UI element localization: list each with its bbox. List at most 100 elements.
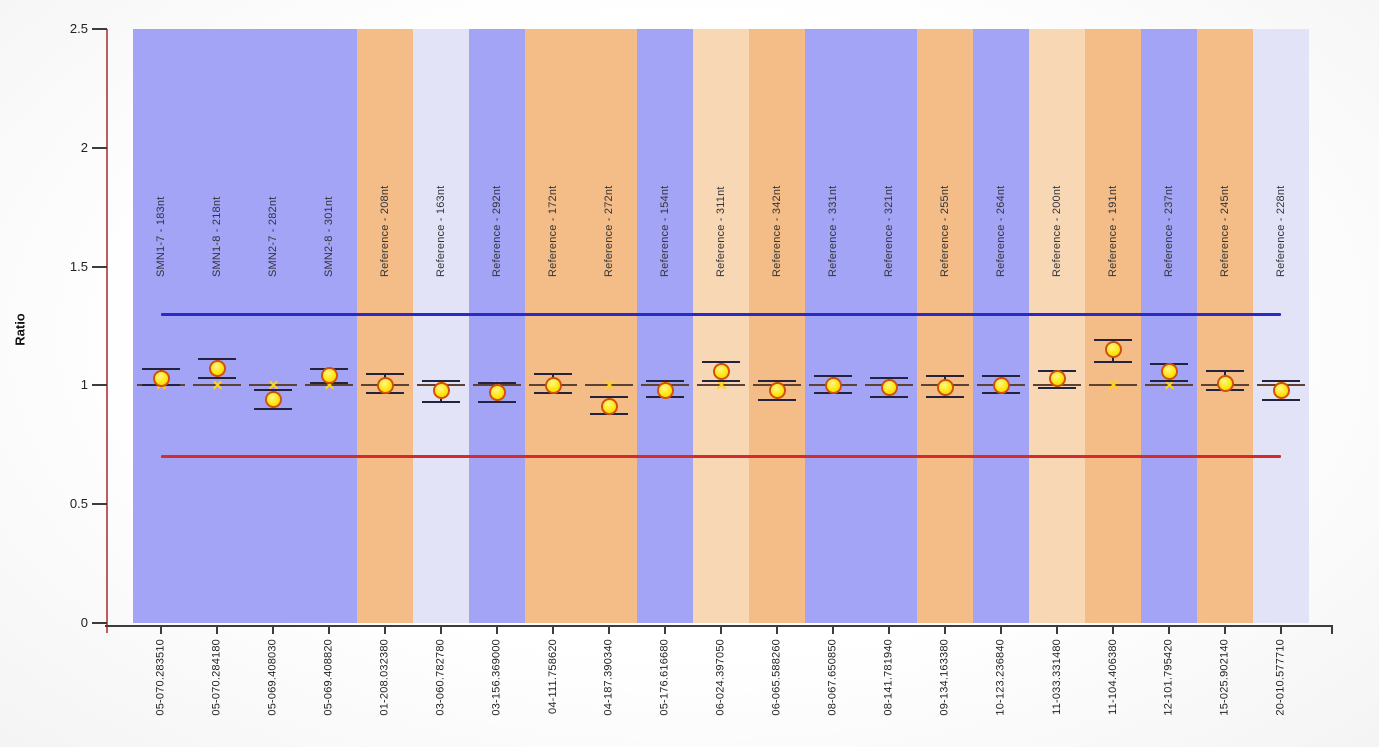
ratio-point[interactable] [1216, 374, 1234, 392]
x-axis-sample-label: 05-070.284180 [210, 639, 223, 716]
x-axis-tick [496, 625, 498, 634]
probe-band [245, 29, 301, 623]
x-axis-tick [1000, 625, 1002, 634]
probe-band [525, 29, 581, 623]
x-axis-sample-label: 05-176.616680 [658, 639, 671, 716]
x-marker-icon [717, 381, 726, 390]
x-axis-sample-label: 01-208.032380 [378, 639, 391, 716]
probe-band [581, 29, 637, 623]
error-bar-bottom-cap [1150, 379, 1188, 382]
x-axis-tick [1224, 625, 1226, 634]
ratio-point[interactable] [1160, 362, 1178, 380]
probe-band-label: Reference - 191nt [1106, 185, 1119, 277]
x-marker-icon [1165, 381, 1174, 390]
error-bar-top-cap [590, 396, 628, 399]
error-bar-top-cap [198, 358, 236, 361]
probe-band-label: Reference - 311nt [714, 186, 727, 277]
ratio-point[interactable] [1272, 381, 1290, 399]
x-axis-end-tick [1331, 625, 1333, 634]
x-axis-tick [944, 625, 946, 634]
error-bar-bottom-cap [702, 379, 740, 382]
error-bar-top-cap [758, 379, 796, 382]
probe-band-label: Reference - 237nt [1162, 185, 1175, 277]
probe-band-label: Reference - 342nt [770, 185, 783, 277]
ratio-point[interactable] [376, 376, 394, 394]
ratio-point[interactable] [992, 376, 1010, 394]
probe-band-label: Reference - 255nt [938, 185, 951, 277]
probe-band [301, 29, 357, 623]
error-bar-bottom-cap [198, 377, 236, 380]
probe-band [637, 29, 693, 623]
x-axis-tick [608, 625, 610, 634]
error-bar-bottom-cap [758, 398, 796, 401]
x-axis-tick [384, 625, 386, 634]
error-bar-top-cap [982, 374, 1020, 377]
probe-band-label: Reference - 163nt [434, 185, 447, 277]
x-axis-tick [160, 625, 162, 634]
error-bar-bottom-cap [422, 401, 460, 404]
y-axis-tick-label: 0.5 [69, 496, 88, 512]
ratio-point[interactable] [544, 376, 562, 394]
error-bar-top-cap [422, 379, 460, 382]
x-axis-tick [776, 625, 778, 634]
x-axis-tick [1168, 625, 1170, 634]
ratio-point[interactable] [936, 379, 954, 397]
ratio-point[interactable] [768, 381, 786, 399]
x-axis-sample-label: 11-104.406380 [1106, 639, 1119, 715]
x-axis-sample-label: 05-070.283510 [154, 639, 167, 716]
x-axis-sample-label: 04-111.758620 [546, 639, 559, 714]
x-axis-sample-label: 05-069.408030 [266, 639, 279, 716]
error-bar-top-cap [1262, 379, 1300, 382]
probe-band [749, 29, 805, 623]
ratio-point[interactable] [320, 367, 338, 385]
probe-band [133, 29, 189, 623]
ratio-point[interactable] [264, 391, 282, 409]
ratio-point[interactable] [1104, 341, 1122, 359]
ratio-point[interactable] [880, 379, 898, 397]
ratio-point[interactable] [656, 381, 674, 399]
error-bar-bottom-cap [254, 408, 292, 411]
x-axis-line [105, 625, 1333, 627]
ratio-point[interactable] [152, 369, 170, 387]
x-axis-tick [1056, 625, 1058, 634]
x-axis-sample-label: 06-024.397050 [714, 639, 727, 716]
error-bar-bottom-cap [478, 401, 516, 404]
ratio-point[interactable] [432, 381, 450, 399]
ratio-point[interactable] [1048, 369, 1066, 387]
ratio-point[interactable] [488, 384, 506, 402]
y-axis-tick [92, 622, 107, 624]
x-axis-sample-label: 06-065.588260 [770, 639, 783, 716]
x-axis-tick [1112, 625, 1114, 634]
probe-band [973, 29, 1029, 623]
ratio-point[interactable] [600, 398, 618, 416]
error-bar-top-cap [142, 367, 180, 370]
probe-band [1029, 29, 1085, 623]
x-axis-tick [272, 625, 274, 634]
error-bar-top-cap [478, 382, 516, 385]
probe-band-label: Reference - 292nt [490, 185, 503, 277]
error-bar-top-cap [814, 374, 852, 377]
x-axis-tick [720, 625, 722, 634]
probe-band [413, 29, 469, 623]
y-axis-tick-label: 1 [80, 377, 88, 393]
x-axis-sample-label: 20-010.577710 [1274, 639, 1287, 716]
probe-band-label: SMN2-7 - 282nt [266, 196, 279, 277]
probe-band [469, 29, 525, 623]
ratio-point[interactable] [208, 360, 226, 378]
y-axis-tick [92, 384, 107, 387]
error-bar-top-cap [926, 374, 964, 377]
probe-band [693, 29, 749, 623]
probe-band [1141, 29, 1197, 623]
ratio-point[interactable] [712, 362, 730, 380]
probe-band-label: SMN1-7 - 183nt [154, 196, 167, 277]
x-axis-sample-label: 10-123.236840 [994, 639, 1007, 716]
x-axis-sample-label: 03-156.369000 [490, 639, 503, 716]
probe-band-label: Reference - 331nt [826, 185, 839, 277]
error-bar-bottom-cap [870, 396, 908, 399]
y-axis-tick [92, 503, 107, 506]
x-axis-sample-label: 03-060.782780 [434, 639, 447, 716]
probe-band-label: Reference - 245nt [1218, 185, 1231, 277]
ratio-point[interactable] [824, 376, 842, 394]
probe-band [357, 29, 413, 623]
